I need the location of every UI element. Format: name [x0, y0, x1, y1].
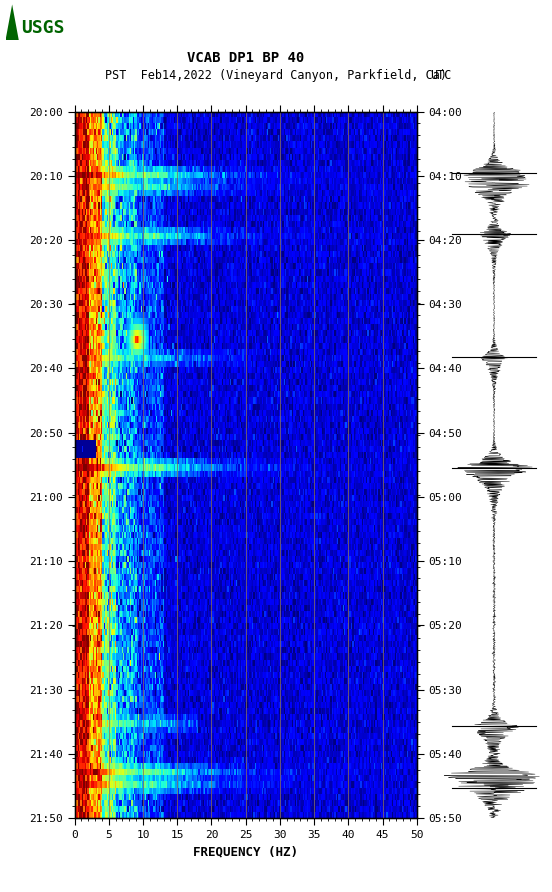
- Polygon shape: [6, 4, 19, 40]
- X-axis label: FREQUENCY (HZ): FREQUENCY (HZ): [193, 846, 298, 858]
- Text: VCAB DP1 BP 40: VCAB DP1 BP 40: [187, 51, 304, 65]
- Text: UTC: UTC: [431, 70, 452, 82]
- Text: PST  Feb14,2022 (Vineyard Canyon, Parkfield, Ca): PST Feb14,2022 (Vineyard Canyon, Parkfie…: [105, 70, 447, 82]
- Text: USGS: USGS: [22, 19, 65, 37]
